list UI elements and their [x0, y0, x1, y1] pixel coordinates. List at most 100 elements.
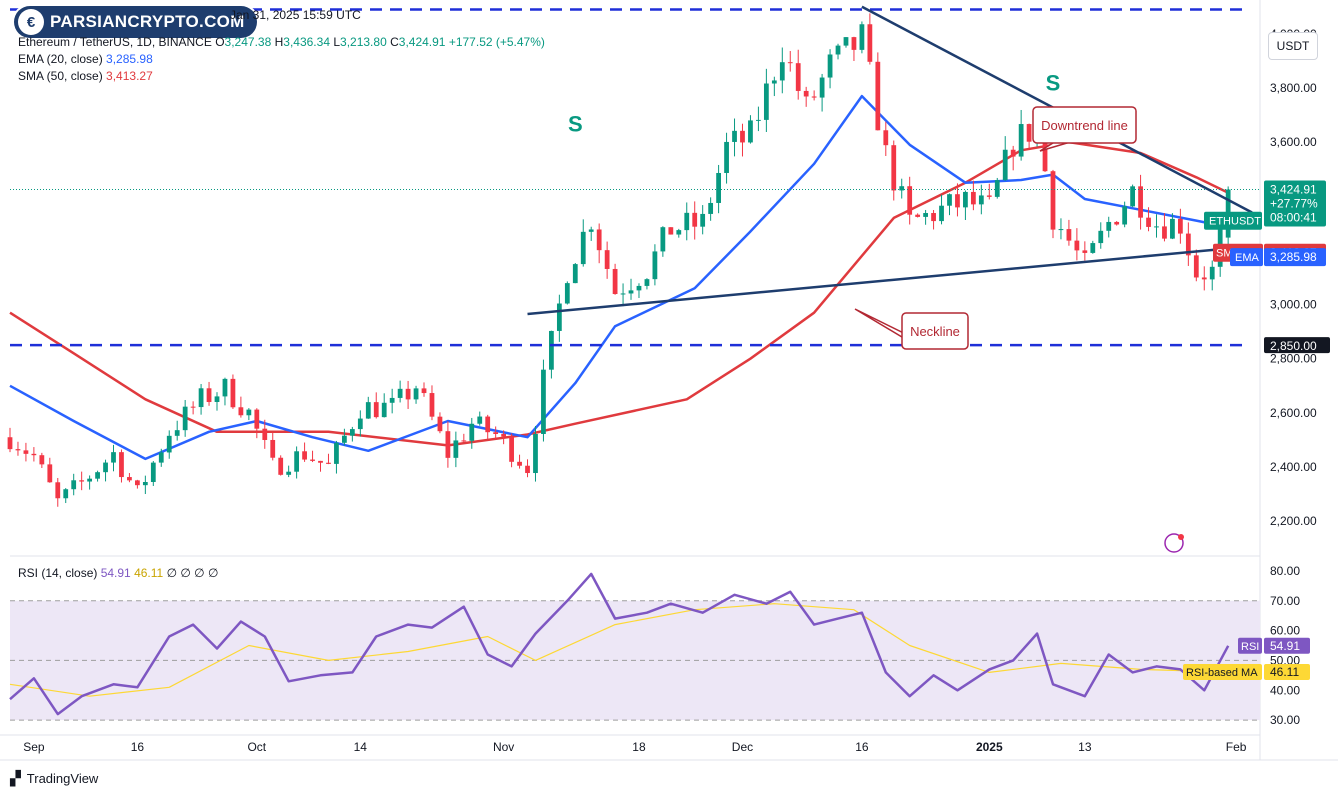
candle-body [835, 45, 841, 55]
price-tick: 2,600.00 [1270, 406, 1317, 420]
candle-body [294, 451, 300, 472]
candle-body [79, 480, 85, 482]
ethusdt-symbol-text: ETHUSDT [1209, 216, 1261, 228]
neckline [527, 246, 1237, 316]
candle-body [23, 450, 29, 454]
last-price-tag-text: 08:00:41 [1270, 211, 1317, 225]
candle-body [955, 194, 960, 208]
candle-body [373, 402, 379, 418]
candle-body [1082, 250, 1088, 253]
candle-body [676, 230, 682, 235]
time-tick: Oct [247, 740, 266, 754]
candle-body [947, 194, 952, 206]
tradingview-footer[interactable]: ▞ TradingView [10, 770, 98, 787]
ema-price-tag-bg [1264, 248, 1326, 267]
candle-body [652, 251, 658, 280]
candle-body [246, 409, 252, 416]
candle-body [517, 461, 522, 466]
candle-body [931, 213, 936, 222]
time-tick: Sep [23, 740, 45, 754]
high-value: 3,436.34 [283, 35, 330, 49]
candle-body [963, 191, 968, 208]
candle-body [1185, 233, 1191, 256]
rsi-ma-name-text: RSI-based MA [1186, 667, 1258, 679]
candle-body [150, 462, 156, 483]
rsi-name-text: RSI [1241, 641, 1259, 653]
price-tick: 2,200.00 [1270, 514, 1317, 528]
candle-body [1114, 221, 1120, 225]
rsi-line [9, 572, 1230, 716]
rsi-legend-label: RSI (14, close) [18, 566, 98, 580]
candle-body [763, 83, 769, 120]
change-value: +177.52 (+5.47%) [448, 35, 545, 49]
price-tick: 2,800.00 [1270, 352, 1317, 366]
candle-body [365, 402, 371, 419]
rsi-ma-line [9, 603, 1229, 697]
candle-body [644, 279, 650, 286]
candle-body [604, 250, 610, 269]
candle-body [1074, 240, 1080, 251]
candle-body [1002, 149, 1008, 181]
rsi-name-bg [1238, 637, 1262, 654]
candle-body [47, 464, 53, 483]
candle-body [668, 227, 674, 235]
candle-body [564, 283, 570, 304]
candle-body [907, 186, 913, 215]
last-price-tag-bg [1264, 180, 1326, 227]
open-value: 3,247.38 [224, 35, 272, 49]
candle-body [15, 449, 21, 451]
candle-body [580, 231, 586, 265]
candle-body [254, 409, 260, 429]
candle-body [1026, 124, 1032, 142]
candle-body [620, 293, 626, 295]
rsi-legend-value: 54.91 [100, 566, 131, 580]
ema-price-tag-text: 3,285.98 [1270, 250, 1317, 264]
time-tick: 14 [354, 740, 368, 754]
left-shoulder-label: S [568, 111, 583, 136]
rsi-flag-1: ∅ [166, 566, 178, 580]
candle-body [684, 212, 690, 231]
neckline-callout-text: Neckline [910, 324, 960, 339]
candle-body [477, 416, 483, 424]
rsi-flag-3: ∅ [194, 566, 205, 580]
candle-body [1146, 217, 1151, 227]
candle-body [851, 37, 857, 50]
candle-body [469, 423, 475, 441]
candle-body [660, 227, 666, 252]
candle-body [596, 229, 602, 251]
candle-body [214, 396, 220, 403]
time-tick: 13 [1078, 740, 1092, 754]
candle-body [779, 62, 785, 81]
ema-name-bg [1230, 248, 1263, 267]
rsi-flag-2: ∅ [180, 566, 191, 580]
candle-body [278, 457, 284, 475]
close-value: 3,424.91 [398, 35, 446, 49]
candle-body [1154, 226, 1159, 228]
candle-body [71, 480, 77, 490]
time-tick: 2025 [976, 740, 1003, 754]
candle-body [612, 268, 618, 295]
rsi-legend[interactable]: RSI (14, close) 54.91 46.11 ∅ ∅ ∅ ∅ [18, 566, 218, 580]
candle-body [556, 303, 562, 331]
candle-body [222, 378, 228, 397]
currency-button[interactable]: USDT [1268, 32, 1318, 60]
candle-body [692, 212, 698, 227]
candle-body [238, 407, 244, 416]
candle-body [700, 213, 706, 227]
downtrend-callout-pointer [1039, 142, 1068, 152]
last-price-tag-text: +27.77% [1270, 197, 1318, 211]
candle-body [461, 440, 467, 442]
ema-legend[interactable]: EMA (20, close) 3,285.98 [18, 52, 153, 66]
candle-body [899, 186, 905, 191]
rsi-tick: 60.00 [1270, 624, 1300, 638]
sma-legend[interactable]: SMA (50, close) 3,413.27 [18, 69, 153, 83]
candle-body [939, 205, 944, 222]
candle-body [270, 439, 276, 458]
candle-body [142, 482, 148, 486]
time-tick: Dec [732, 740, 753, 754]
rsi-tick: 70.00 [1270, 594, 1300, 608]
candle-body [748, 120, 753, 143]
candle-body [1170, 218, 1175, 239]
lightning-icon [1164, 533, 1184, 553]
